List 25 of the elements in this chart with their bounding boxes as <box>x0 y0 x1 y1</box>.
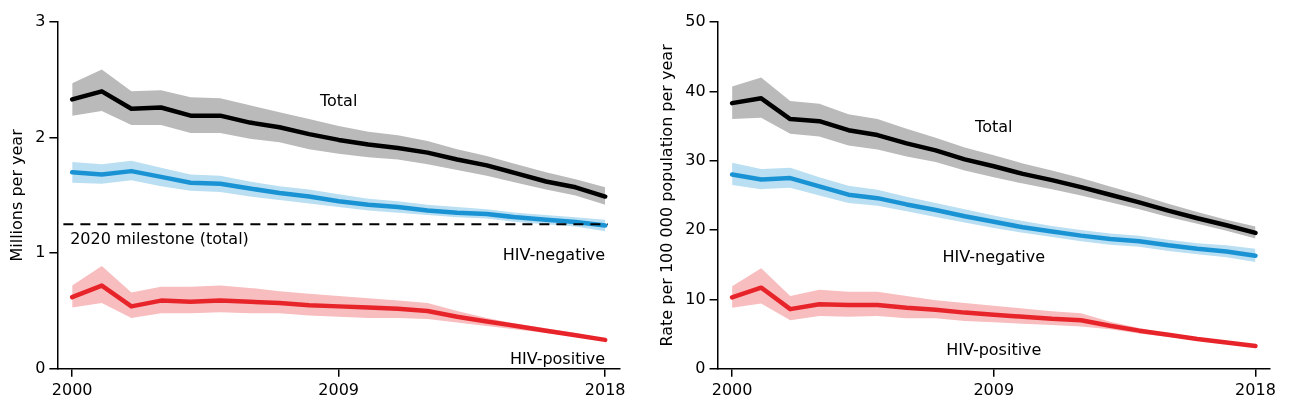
y-tick-label: 3 <box>35 11 46 31</box>
y-tick-label: 2 <box>35 126 46 146</box>
series-label: HIV-positive <box>946 339 1042 359</box>
y-tick-label: 30 <box>685 149 706 169</box>
x-tick-label: 2018 <box>584 379 626 399</box>
y-tick-label: 1 <box>35 242 46 262</box>
y-axis-title: Rate per 100 000 population per year <box>656 43 676 347</box>
series-label: HIV-positive <box>509 349 606 369</box>
y-axis-title: Millions per year <box>6 128 26 262</box>
series-label: HIV-negative <box>502 244 606 264</box>
y-tick-label: 0 <box>35 357 46 377</box>
y-tick-label: 20 <box>685 219 706 239</box>
y-tick-label: 0 <box>695 357 706 377</box>
y-tick-label: 40 <box>685 80 706 100</box>
ref-line-label: 2020 milestone (total) <box>70 229 249 249</box>
series-label: Total <box>974 117 1013 137</box>
x-tick-label: 2000 <box>711 379 753 399</box>
series-label: Total <box>319 91 358 111</box>
x-tick-label: 2018 <box>1235 379 1276 399</box>
x-tick-label: 2000 <box>51 379 93 399</box>
x-tick-label: 2009 <box>973 379 1015 399</box>
y-tick-label: 50 <box>685 11 706 31</box>
x-tick-label: 2009 <box>318 379 360 399</box>
series-label: HIV-negative <box>942 246 1046 266</box>
y-tick-label: 10 <box>685 288 706 308</box>
